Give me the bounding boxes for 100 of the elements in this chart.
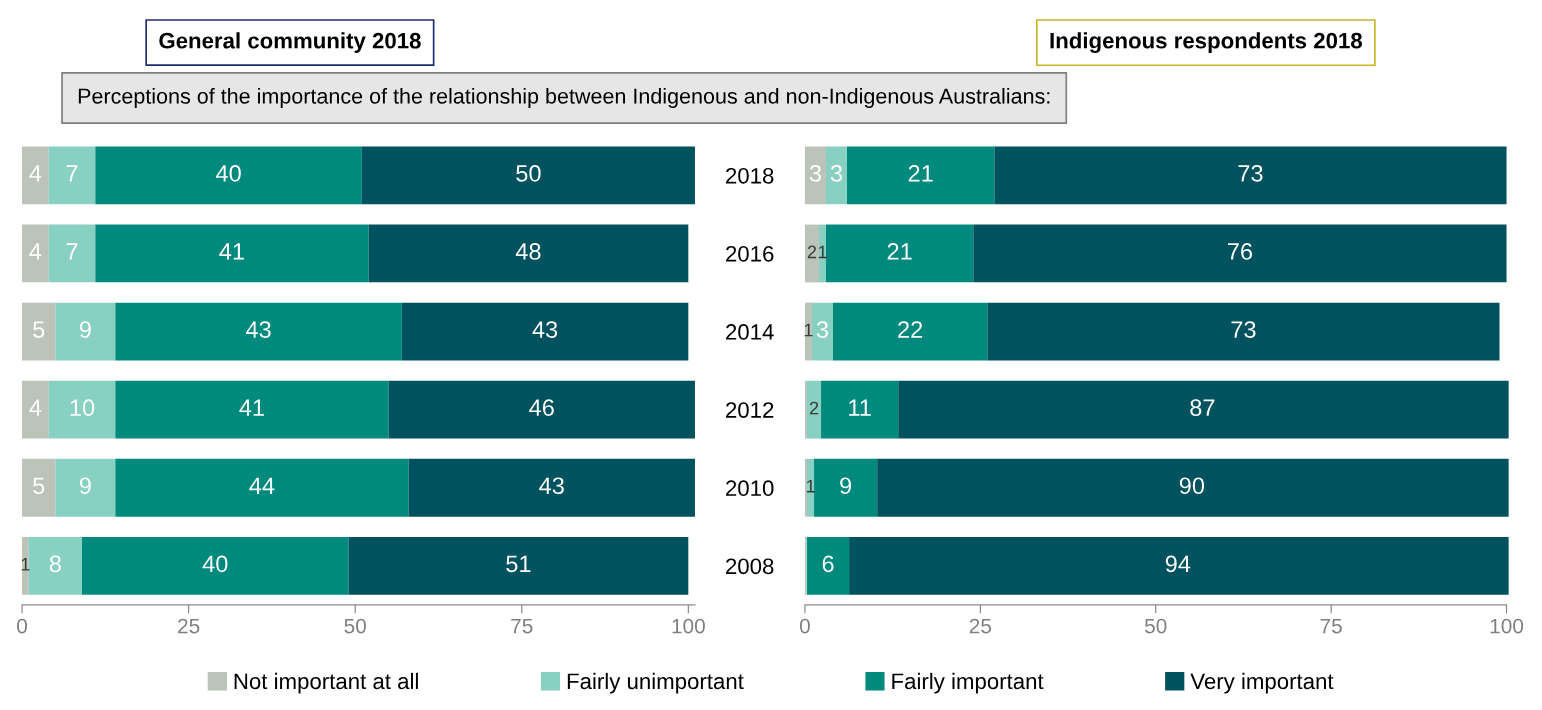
bar (804, 302, 812, 361)
bar (401, 302, 689, 361)
bar (22, 146, 49, 205)
bar (55, 458, 116, 517)
data-label: 4 (29, 243, 42, 260)
bar (804, 146, 826, 205)
bar (115, 380, 389, 439)
data-label: 4 (29, 399, 42, 416)
data-label: 48 (515, 243, 541, 260)
data-label: 1 (804, 323, 813, 337)
y-tick-label: 2008 (726, 558, 774, 575)
data-label: 9 (840, 477, 852, 495)
x-tick-label: 100 (672, 618, 705, 634)
bar (22, 458, 56, 517)
bar (898, 380, 1509, 439)
x-tick-label: 100 (1490, 618, 1524, 634)
data-label: 94 (1165, 555, 1191, 573)
data-label: 9 (79, 321, 91, 338)
x-tick-label: 50 (344, 618, 366, 634)
bar (55, 302, 116, 361)
data-label: 43 (532, 321, 558, 338)
y-tick-label: 2018 (726, 167, 774, 184)
x-tick-label: 0 (799, 618, 810, 634)
data-label: 51 (506, 555, 531, 573)
bar (877, 458, 1509, 517)
x-tick-label: 50 (1144, 618, 1167, 634)
bar (849, 536, 1509, 595)
bar (28, 536, 83, 595)
data-label: 73 (1231, 321, 1256, 338)
data-label: 8 (49, 555, 61, 573)
data-label: 40 (202, 555, 228, 573)
data-label: 5 (33, 477, 45, 495)
bar (821, 380, 899, 439)
bar (811, 302, 833, 361)
x-tick-label: 75 (511, 618, 533, 634)
data-label: 2 (809, 401, 819, 415)
data-label: 5 (33, 321, 45, 338)
bar (361, 146, 695, 205)
legend-label: Very important (1190, 672, 1334, 694)
data-label: 3 (809, 164, 821, 182)
bar (368, 224, 689, 283)
bar (804, 224, 819, 283)
bar (95, 224, 369, 283)
data-label: 46 (529, 399, 554, 417)
bar (22, 224, 49, 283)
bar (814, 458, 878, 517)
bar (987, 302, 1500, 361)
bar (22, 536, 29, 595)
data-label: 90 (1179, 477, 1205, 495)
data-label: 9 (79, 477, 91, 495)
data-label: 43 (245, 321, 271, 338)
data-label: 3 (830, 164, 843, 182)
data-label: 11 (849, 399, 871, 416)
data-label: 7 (66, 243, 78, 260)
bar (48, 224, 96, 283)
bar (115, 302, 402, 361)
data-label: 1 (21, 558, 30, 571)
y-tick-label: 2014 (726, 324, 774, 340)
bar (994, 146, 1507, 205)
data-label: 3 (816, 321, 828, 338)
chart-title: General community 2018 (159, 32, 421, 53)
bar (825, 146, 848, 205)
y-tick-label: 2012 (726, 402, 774, 418)
bar (825, 224, 974, 283)
bar (807, 536, 850, 595)
x-tick-label: 25 (969, 618, 992, 634)
bar (115, 458, 409, 517)
bar (95, 146, 362, 205)
y-tick-label: 2010 (726, 480, 774, 497)
bar (48, 380, 116, 439)
bar (832, 302, 988, 361)
chart-subtitle: Perceptions of the importance of the relationship between Indigenous and non-Indigenous Australians: (78, 87, 1050, 109)
legend-label: Fairly important (892, 672, 1044, 694)
bar (348, 536, 689, 595)
x-tick-label: 25 (178, 618, 200, 634)
data-label: 87 (1190, 399, 1215, 417)
data-label: 4 (29, 165, 42, 182)
bar (48, 146, 96, 205)
y-tick-label: 2016 (726, 246, 774, 262)
bar (804, 380, 808, 439)
bar (807, 380, 822, 439)
data-label: 44 (249, 477, 275, 494)
legend-label: Fairly unimportant (567, 672, 744, 694)
data-label: 21 (887, 243, 912, 260)
bar (388, 380, 695, 439)
data-label: 7 (66, 165, 78, 182)
data-label: 76 (1228, 243, 1253, 260)
data-label: 6 (822, 555, 834, 573)
data-label: 50 (516, 164, 541, 182)
data-label: 41 (239, 399, 264, 416)
bar (847, 146, 995, 205)
chart-title: Indigenous respondents 2018 (1050, 32, 1362, 54)
data-label: 22 (898, 321, 923, 338)
data-label: 73 (1238, 164, 1263, 182)
data-label: 2 (807, 245, 817, 259)
x-tick-label: 0 (17, 618, 28, 634)
bar (22, 302, 56, 361)
bar (22, 380, 49, 439)
x-tick-label: 75 (1320, 618, 1342, 634)
bar (408, 458, 695, 517)
